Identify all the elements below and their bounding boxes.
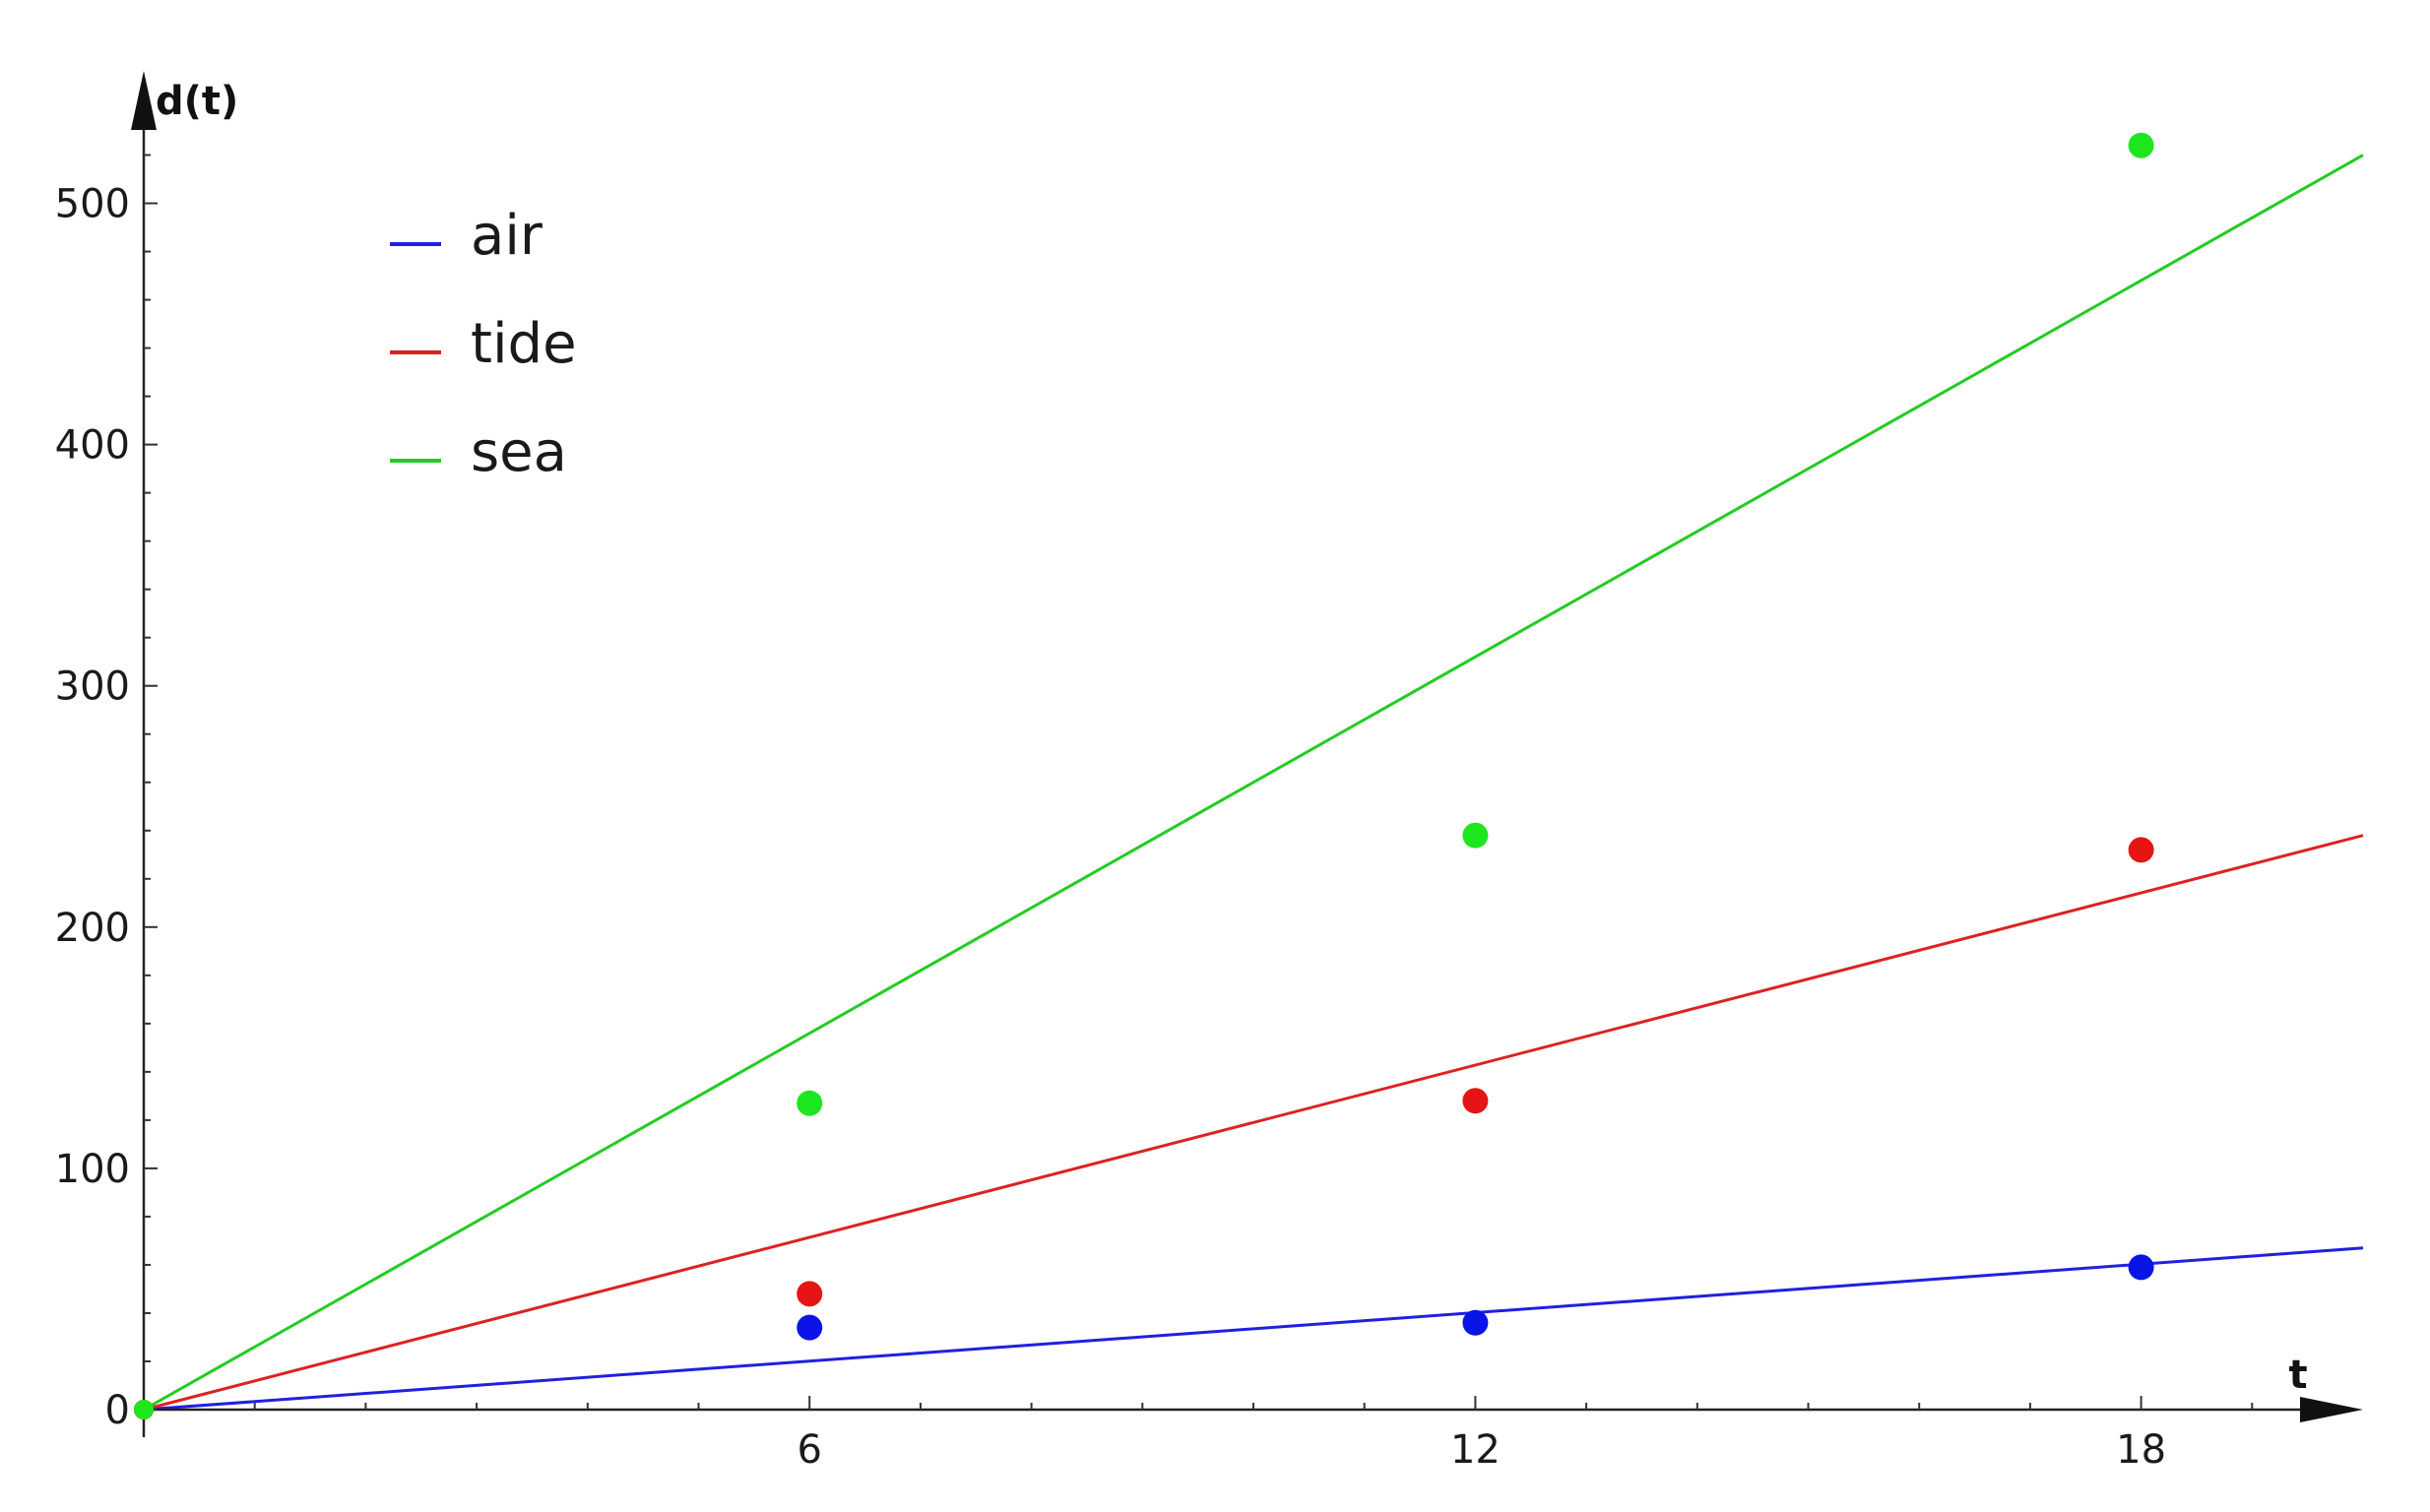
data-point-sea (797, 1090, 823, 1116)
data-point-tide (797, 1281, 823, 1307)
y-axis-arrow (131, 71, 157, 130)
y-tick-label: 300 (55, 664, 130, 710)
data-points (134, 132, 2154, 1419)
y-tick-label: 100 (55, 1147, 130, 1192)
x-tick-label: 18 (2116, 1427, 2166, 1473)
fit-line-sea (143, 154, 2364, 1412)
legend-label-tide: tide (471, 312, 577, 376)
y-tick-label: 400 (55, 423, 130, 469)
data-point-tide (2128, 837, 2154, 863)
legend-label-sea: sea (471, 420, 567, 484)
x-axis-title: t (2288, 1353, 2307, 1398)
data-point-sea (2128, 132, 2154, 158)
fit-line-air (143, 1246, 2364, 1412)
data-point-air (1462, 1309, 1489, 1336)
legend: air tide sea (390, 204, 577, 484)
x-tick-label: 12 (1450, 1427, 1501, 1473)
legend-label-air: air (471, 204, 544, 268)
data-point-tide (1462, 1088, 1489, 1114)
fit-lines (143, 154, 2364, 1412)
data-point-air (2128, 1254, 2154, 1281)
fit-line-tide (143, 834, 2364, 1412)
axes: 0 100 200 300 400 500 6 12 18 d(t) t (55, 71, 2363, 1473)
x-axis-arrow (2300, 1397, 2363, 1422)
data-point-sea (134, 1400, 154, 1419)
x-tick-label: 6 (797, 1427, 821, 1473)
data-point-air (797, 1314, 823, 1341)
data-point-sea (1462, 822, 1489, 849)
y-tick-label: 500 (55, 182, 130, 227)
y-tick-label: 0 (105, 1388, 130, 1433)
y-tick-label: 200 (55, 906, 130, 951)
y-axis-title: d(t) (156, 79, 238, 124)
